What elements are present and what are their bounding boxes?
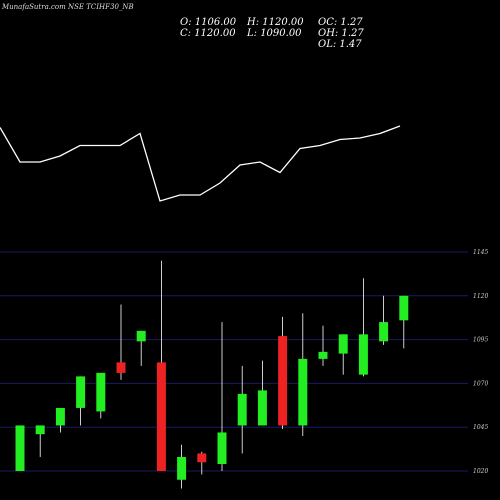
- candle-body-up: [298, 358, 308, 426]
- y-tick-label: 1120: [473, 293, 488, 300]
- candle-body-up: [217, 432, 227, 464]
- high-value: H: 1120.00: [247, 17, 304, 28]
- y-axis-tick-labels: 1145 1120 1095 1070 1045 1020: [473, 249, 488, 475]
- oc-value: OC: 1.27: [318, 17, 363, 28]
- candle-body-up: [399, 295, 409, 321]
- oh-value: OH: 1.27: [318, 28, 364, 39]
- candle-body-up: [177, 456, 187, 480]
- candle-body-up: [358, 334, 368, 375]
- candle-body-up: [76, 376, 86, 408]
- candle-body-down: [278, 336, 288, 426]
- close-value: C: 1120.00: [180, 28, 236, 39]
- chart-title: MunafaSutra.com NSE TCIHF30_NB: [2, 3, 134, 11]
- candle-body-down: [197, 453, 207, 463]
- candle-body-up: [379, 322, 389, 342]
- ol-value: OL: 1.47: [318, 39, 362, 50]
- candlestick-series: [15, 260, 409, 489]
- grid-lines: [0, 251, 468, 472]
- y-tick-label: 1020: [473, 468, 488, 475]
- candle-body-up: [136, 330, 146, 342]
- candle-body-down: [156, 362, 166, 471]
- candle-body-up: [96, 372, 106, 412]
- open-value: O: 1106.00: [180, 17, 237, 28]
- candle-body-up: [257, 390, 267, 426]
- price-line-series: [0, 125, 401, 202]
- y-tick-label: 1145: [473, 249, 488, 256]
- candle-body-up: [35, 425, 45, 435]
- candle-body-up: [318, 351, 328, 359]
- y-tick-label: 1095: [473, 337, 488, 344]
- candle-body-down: [116, 362, 126, 373]
- candle-body-up: [55, 407, 65, 426]
- candle-body-up: [338, 334, 348, 354]
- y-tick-label: 1045: [473, 424, 488, 431]
- candle-body-up: [15, 425, 25, 471]
- low-value: L: 1090.00: [247, 28, 302, 39]
- candle-body-up: [237, 393, 247, 426]
- y-tick-label: 1070: [473, 380, 488, 387]
